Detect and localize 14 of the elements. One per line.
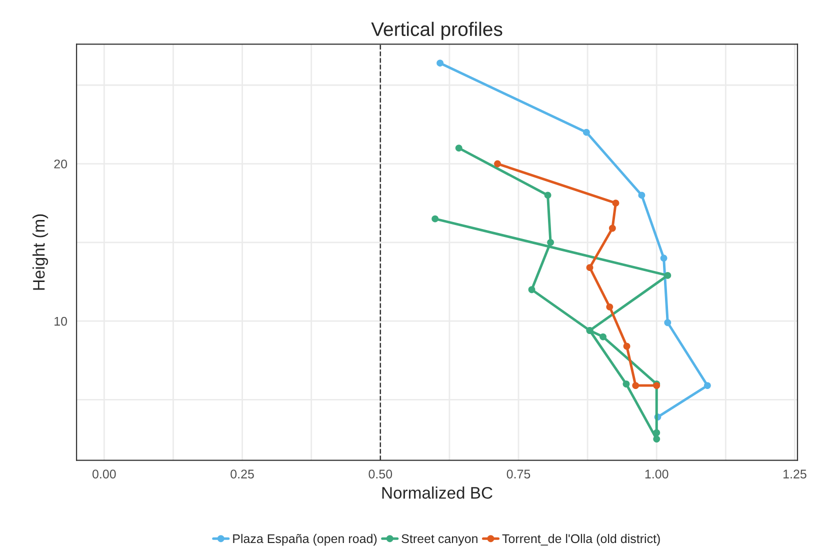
- y-tick-label: 10: [54, 316, 68, 326]
- legend-label: Plaza España (open road): [233, 534, 377, 546]
- x-tick-label: 1.25: [784, 470, 806, 478]
- x-axis-title: Normalized BC: [382, 486, 492, 499]
- x-tick-label: 0.50: [368, 470, 392, 478]
- y-tick-label: 20: [54, 160, 68, 168]
- x-tick-label: 1.00: [645, 470, 668, 478]
- legend-label: Torrent_de l'Olla (old district): [502, 534, 660, 546]
- legend-label: Street canyon: [402, 534, 478, 546]
- x-tick-label: 0.25: [230, 470, 254, 478]
- y-axis-title: Height (m): [32, 214, 48, 290]
- x-tick-label: 0.75: [506, 470, 530, 478]
- chart-title: Vertical profiles: [371, 22, 502, 40]
- x-tick-label: 0.00: [92, 470, 116, 478]
